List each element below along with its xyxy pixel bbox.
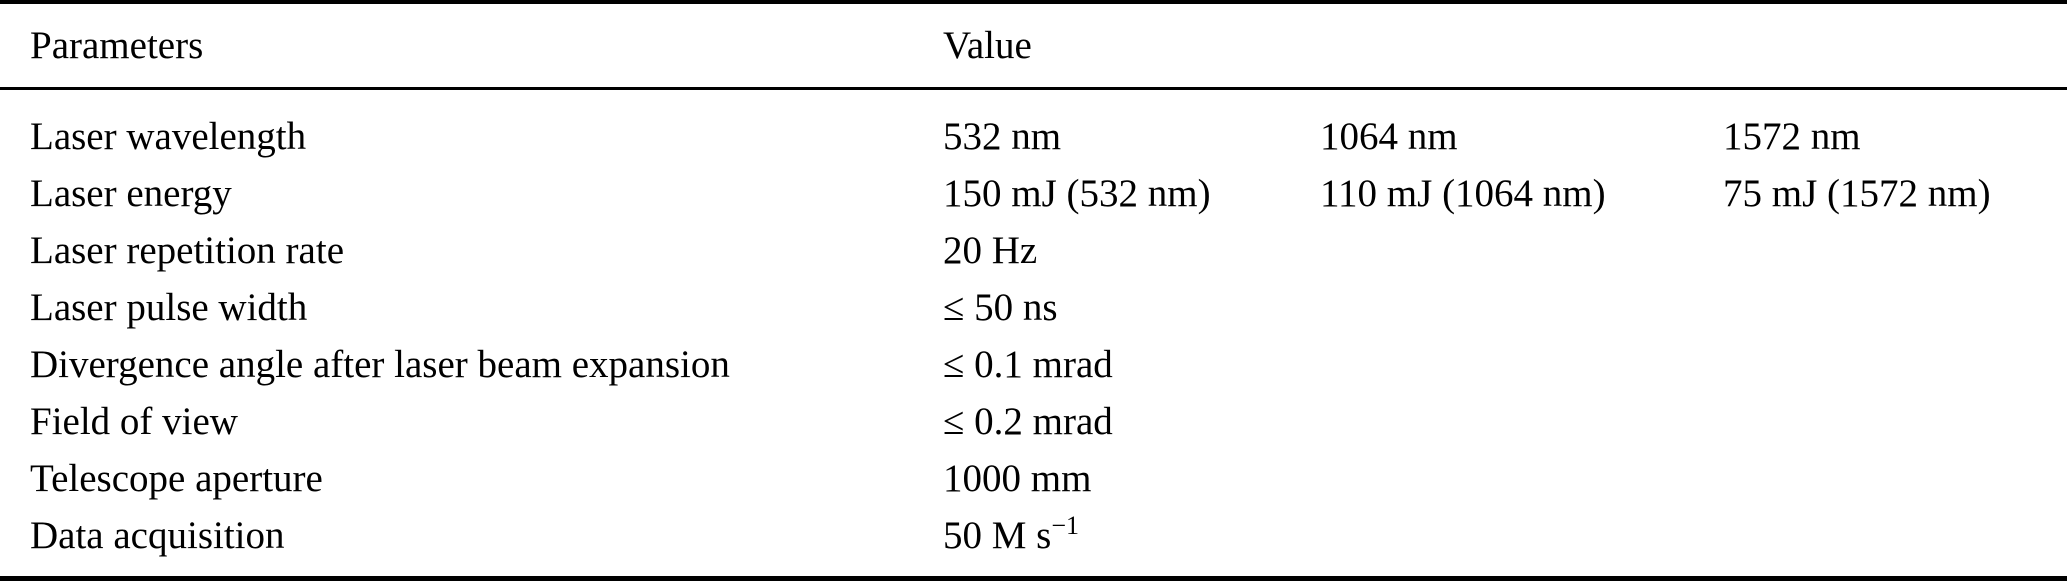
- parameters-table: Parameters Value Laser wavelength 532 nm 1…: [0, 0, 2067, 565]
- value-cell: 1000 mm: [943, 457, 1092, 500]
- parameter-cell: Laser energy: [30, 172, 232, 215]
- value-cell: 50 M s−1: [943, 510, 1080, 557]
- value-cell: 20 Hz: [943, 229, 1038, 272]
- header-value: Value: [943, 0, 1320, 90]
- value-cell: 150 mJ (532 nm): [943, 172, 1211, 215]
- header-parameters: Parameters: [0, 0, 943, 90]
- table-bottom-rule: [0, 576, 2067, 581]
- value-cell-empty: [1723, 450, 2067, 507]
- table-row: Laser energy 150 mJ (532 nm) 110 mJ (1064 …: [0, 165, 2067, 222]
- value-cell-empty: [1723, 336, 2067, 393]
- parameter-cell: Telescope aperture: [30, 457, 323, 500]
- value-cell-empty: [1723, 393, 2067, 450]
- table-row: Divergence angle after laser beam expans…: [0, 336, 2067, 393]
- value-cell-empty: [1320, 279, 1723, 336]
- header-empty: [1320, 0, 1723, 90]
- value-cell-empty: [1320, 336, 1723, 393]
- header-empty: [1723, 0, 2067, 90]
- table-row: Laser pulse width ≤ 50 ns: [0, 279, 2067, 336]
- value-cell: ≤ 0.2 mrad: [943, 400, 1113, 443]
- table-row: Telescope aperture 1000 mm: [0, 450, 2067, 507]
- value-cell: 110 mJ (1064 nm): [1320, 172, 1606, 215]
- table-row: Field of view ≤ 0.2 mrad: [0, 393, 2067, 450]
- value-cell: 75 mJ (1572 nm): [1723, 172, 1991, 215]
- value-cell-empty: [1320, 222, 1723, 279]
- table-row: Data acquisition 50 M s−1: [0, 507, 2067, 564]
- value-cell-empty: [1723, 222, 2067, 279]
- parameter-cell: Divergence angle after laser beam expans…: [30, 343, 730, 386]
- value-cell: 1572 nm: [1723, 115, 1861, 158]
- value-cell-empty: [1320, 450, 1723, 507]
- value-cell-empty: [1320, 393, 1723, 450]
- superscript-exponent: −1: [1051, 510, 1080, 540]
- value-cell: ≤ 0.1 mrad: [943, 343, 1113, 386]
- value-cell: ≤ 50 ns: [943, 286, 1058, 329]
- parameter-cell: Laser pulse width: [30, 286, 308, 329]
- value-cell-empty: [1723, 279, 2067, 336]
- value-cell: 1064 nm: [1320, 115, 1458, 158]
- table-row: Laser repetition rate 20 Hz: [0, 222, 2067, 279]
- value-cell-empty: [1723, 507, 2067, 564]
- value-cell-empty: [1320, 507, 1723, 564]
- parameter-cell: Laser repetition rate: [30, 229, 344, 272]
- parameter-cell: Data acquisition: [30, 514, 285, 557]
- table-row: Laser wavelength 532 nm 1064 nm 1572 nm: [0, 89, 2067, 166]
- table-body: Laser wavelength 532 nm 1064 nm 1572 nm Lase…: [0, 89, 2067, 565]
- value-cell: 532 nm: [943, 115, 1062, 158]
- parameter-cell: Field of view: [30, 400, 238, 443]
- table-header-row: Parameters Value: [0, 0, 2067, 90]
- parameter-cell: Laser wavelength: [30, 115, 307, 158]
